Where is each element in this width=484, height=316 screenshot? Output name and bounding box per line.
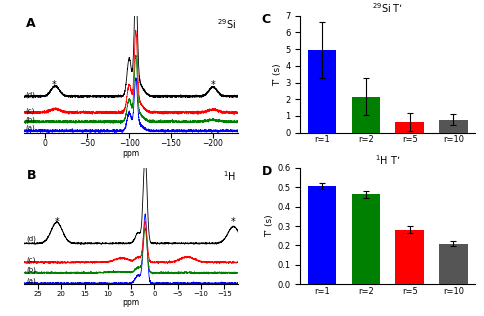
Y-axis label: T’ (s): T’ (s) [265, 215, 274, 237]
X-axis label: ppm: ppm [122, 298, 139, 307]
Text: B: B [26, 169, 36, 182]
Bar [439, 244, 467, 284]
Text: (b): (b) [25, 117, 35, 123]
Title: $^{1}$H T’: $^{1}$H T’ [374, 153, 400, 167]
Text: C: C [261, 14, 271, 27]
Text: (c): (c) [27, 256, 36, 263]
Text: *: * [52, 80, 57, 90]
Bar [351, 97, 379, 133]
Text: (d): (d) [25, 91, 35, 98]
Title: $^{29}$Si T’: $^{29}$Si T’ [371, 1, 403, 15]
Text: (a): (a) [27, 277, 36, 284]
Text: (b): (b) [27, 267, 36, 273]
Text: *: * [210, 80, 215, 90]
Bar [307, 186, 336, 284]
Text: (c): (c) [25, 107, 34, 114]
Text: *: * [54, 216, 59, 227]
Text: *: * [230, 216, 235, 227]
Bar [439, 119, 467, 133]
Y-axis label: T’ (s): T’ (s) [273, 63, 282, 86]
Text: A: A [26, 17, 36, 30]
Text: (a): (a) [25, 125, 35, 131]
Text: $^{1}$H: $^{1}$H [222, 169, 236, 183]
Text: D: D [261, 165, 272, 178]
Bar [351, 194, 379, 284]
Bar [307, 50, 336, 133]
X-axis label: ppm: ppm [122, 149, 139, 158]
Text: $^{29}$Si: $^{29}$Si [216, 17, 236, 31]
Bar [394, 230, 423, 284]
Bar [394, 122, 423, 133]
Text: (d): (d) [27, 236, 36, 242]
